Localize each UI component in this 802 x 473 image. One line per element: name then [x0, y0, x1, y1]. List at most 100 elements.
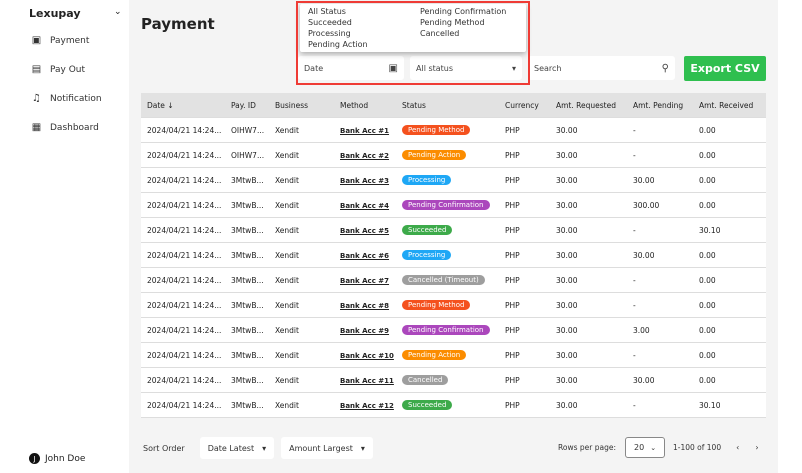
- table-row[interactable]: 2024/04/21 14:24... OIHW7... Xendit Bank Ac…: [141, 143, 766, 168]
- method-link[interactable]: Bank Acc #5: [340, 226, 390, 235]
- caret-down-icon: ▾: [511, 63, 516, 73]
- method-link[interactable]: Bank Acc #7: [340, 276, 390, 285]
- cell: Bank Acc #1: [334, 126, 396, 135]
- chevron-down-icon[interactable]: ⌄: [114, 7, 122, 17]
- cell: PHP: [499, 301, 550, 310]
- table-row[interactable]: 2024/04/21 14:24... OIHW7... Xendit Bank Ac…: [141, 118, 766, 143]
- cell-text: 2024/04/21 14:24...: [147, 300, 222, 310]
- cell-text: 2024/04/21 14:24...: [147, 200, 222, 210]
- status-option[interactable]: Processing: [308, 29, 351, 38]
- method-link[interactable]: Bank Acc #9: [340, 326, 390, 335]
- sort-amount-value: Amount Largest: [289, 443, 353, 453]
- cell-text: 30.00: [556, 200, 578, 210]
- column-header[interactable]: Amt. Received: [699, 100, 754, 110]
- status-select[interactable]: All status ▾: [410, 56, 522, 80]
- column-header[interactable]: Amt. Pending: [633, 100, 684, 110]
- method-link[interactable]: Bank Acc #6: [340, 251, 390, 260]
- cell: Pending Method: [396, 125, 499, 135]
- cell: 0.00: [693, 351, 766, 360]
- table-row[interactable]: 2024/04/21 14:24... 3MtwB... Xendit Bank Ac…: [141, 268, 766, 293]
- status-option[interactable]: Pending Action: [308, 40, 368, 49]
- column-header[interactable]: Amt. Requested: [556, 100, 616, 110]
- table-row[interactable]: 2024/04/21 14:24... 3MtwB... Xendit Bank Ac…: [141, 343, 766, 368]
- status-option[interactable]: Cancelled: [420, 29, 460, 38]
- cell: 3MtwB...: [225, 326, 269, 335]
- previous-page-icon[interactable]: ‹: [736, 443, 740, 452]
- method-link[interactable]: Bank Acc #1: [340, 126, 390, 135]
- column-header[interactable]: Date ↓: [147, 100, 174, 110]
- sort-amount-select[interactable]: Amount Largest ▾: [281, 437, 373, 459]
- method-link[interactable]: Bank Acc #2: [340, 151, 390, 160]
- next-page-icon[interactable]: ›: [755, 443, 759, 452]
- cell: 2024/04/21 14:24...: [141, 176, 225, 185]
- cell-text: 0.00: [699, 200, 716, 210]
- column-header[interactable]: Pay. ID: [231, 100, 256, 110]
- status-badge: Pending Confirmation: [402, 200, 490, 210]
- status-option[interactable]: Succeeded: [308, 18, 352, 27]
- cell-text: PHP: [505, 400, 520, 410]
- sort-date-select[interactable]: Date Latest ▾: [199, 437, 275, 459]
- cell: Xendit: [269, 401, 334, 410]
- cell: Bank Acc #10: [334, 351, 396, 360]
- rows-per-page-select[interactable]: 20 ⌄: [625, 437, 665, 458]
- sidebar-item-notification[interactable]: ♫ Notification: [31, 93, 102, 104]
- cell: Xendit: [269, 351, 334, 360]
- cell-text: 2024/04/21 14:24...: [147, 125, 222, 135]
- method-link[interactable]: Bank Acc #11: [340, 376, 394, 385]
- highlight-box: [296, 1, 530, 85]
- sort-arrow-icon[interactable]: ↓: [164, 100, 174, 110]
- method-link[interactable]: Bank Acc #8: [340, 301, 390, 310]
- cell-text: OIHW7...: [231, 125, 265, 135]
- cell-text: 2024/04/21 14:24...: [147, 225, 222, 235]
- user-profile[interactable]: J John Doe: [29, 453, 85, 464]
- method-link[interactable]: Bank Acc #4: [340, 201, 390, 210]
- export-csv-button[interactable]: Export CSV: [684, 56, 766, 81]
- calendar-icon[interactable]: ▣: [388, 62, 398, 74]
- cell: 0.00: [693, 301, 766, 310]
- table-row[interactable]: 2024/04/21 14:24... 3MtwB... Xendit Bank Ac…: [141, 168, 766, 193]
- cell: Pending Action: [396, 150, 499, 160]
- column-header[interactable]: Method: [340, 100, 369, 110]
- status-option[interactable]: Pending Method: [420, 18, 485, 27]
- cell: -: [627, 351, 693, 360]
- status-option[interactable]: All Status: [308, 7, 346, 16]
- column-header[interactable]: Status: [402, 100, 426, 110]
- cell: PHP: [499, 176, 550, 185]
- cell-text: 0.00: [699, 350, 716, 360]
- table-row[interactable]: 2024/04/21 14:24... 3MtwB... Xendit Bank Ac…: [141, 368, 766, 393]
- cell-text: 30.00: [556, 375, 578, 385]
- search-icon[interactable]: ⚲: [661, 62, 669, 74]
- cell-text: 3MtwB...: [231, 350, 264, 360]
- sidebar-item-payment[interactable]: ▣ Payment: [31, 35, 90, 46]
- column-header[interactable]: Business: [275, 100, 309, 110]
- table-row[interactable]: 2024/04/21 14:24... 3MtwB... Xendit Bank Ac…: [141, 293, 766, 318]
- page-range: 1-100 of 100: [673, 443, 722, 452]
- method-link[interactable]: Bank Acc #12: [340, 401, 394, 410]
- cell-text: 30.10: [699, 225, 721, 235]
- sidebar-item-dashboard[interactable]: ▦ Dashboard: [31, 122, 99, 133]
- cell: 30.00: [550, 126, 627, 135]
- rows-per-page-value: 20: [634, 443, 645, 452]
- cell-text: PHP: [505, 200, 520, 210]
- method-link[interactable]: Bank Acc #10: [340, 351, 394, 360]
- cell: 0.00: [693, 126, 766, 135]
- table-row[interactable]: 2024/04/21 14:24... 3MtwB... Xendit Bank Ac…: [141, 243, 766, 268]
- sidebar-item-pay-out[interactable]: ▤ Pay Out: [31, 64, 85, 75]
- search-input[interactable]: Search ⚲: [528, 56, 675, 80]
- date-input[interactable]: Date ▣: [298, 56, 404, 80]
- cell: Bank Acc #5: [334, 226, 396, 235]
- cell: PHP: [499, 126, 550, 135]
- cell-text: Xendit: [275, 125, 299, 135]
- status-option[interactable]: Pending Confirmation: [420, 7, 507, 16]
- table-row[interactable]: 2024/04/21 14:24... 3MtwB... Xendit Bank Ac…: [141, 218, 766, 243]
- table-row[interactable]: 2024/04/21 14:24... 3MtwB... Xendit Bank Ac…: [141, 318, 766, 343]
- column-header[interactable]: Currency: [505, 100, 539, 110]
- cell: 3MtwB...: [225, 351, 269, 360]
- table-row[interactable]: 2024/04/21 14:24... 3MtwB... Xendit Bank Ac…: [141, 193, 766, 218]
- table-row[interactable]: 2024/04/21 14:24... 3MtwB... Xendit Bank Ac…: [141, 393, 766, 418]
- cell: 30.00: [550, 301, 627, 310]
- status-badge: Cancelled (Timeout): [402, 275, 485, 285]
- method-link[interactable]: Bank Acc #3: [340, 176, 390, 185]
- cell: 3MtwB...: [225, 301, 269, 310]
- cell: Pending Method: [396, 300, 499, 310]
